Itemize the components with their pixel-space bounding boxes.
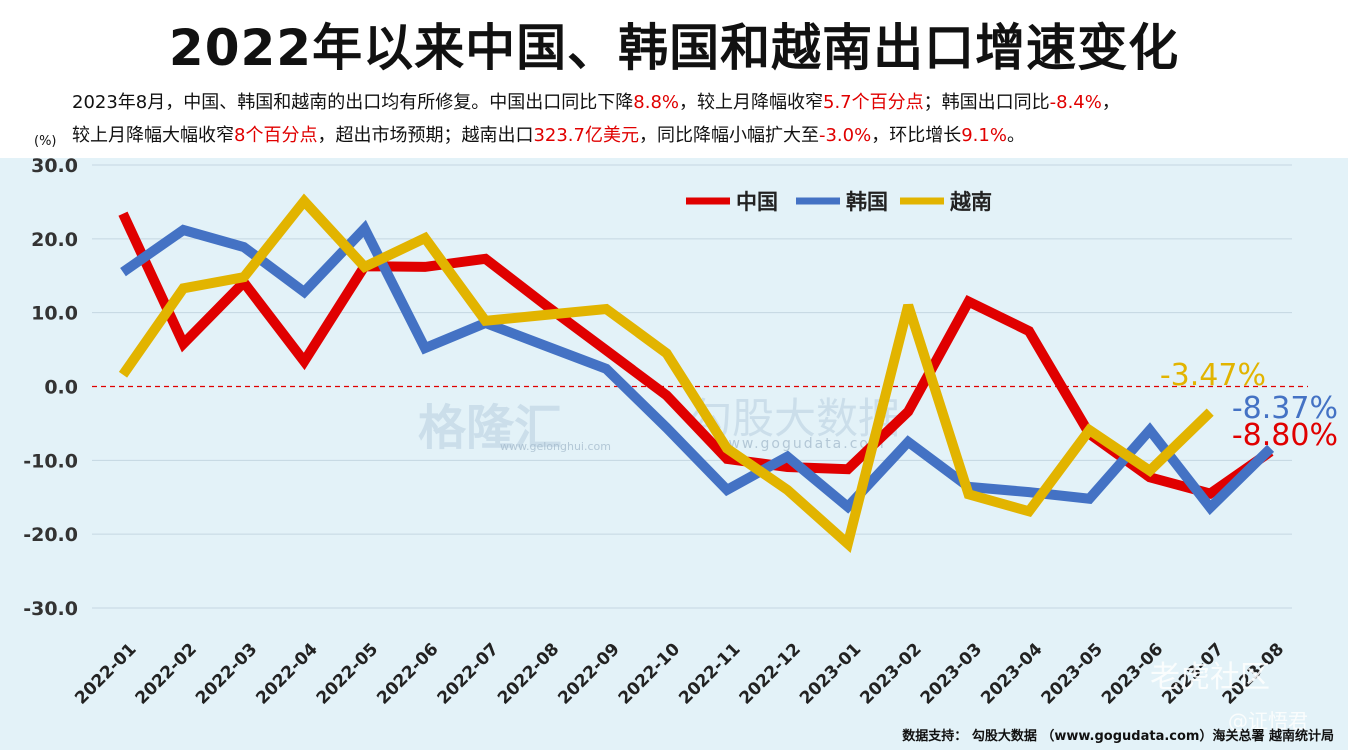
subtitle-run: ，超出市场预期；越南出口 xyxy=(317,125,534,146)
x-tick-label: 2022-01 xyxy=(71,639,140,708)
subtitle-run: ，较上月降幅收窄 xyxy=(679,92,823,113)
x-tick-label: 2022-12 xyxy=(736,639,805,708)
y-tick-label: 10.0 xyxy=(31,303,78,325)
subtitle-run: 9.1% xyxy=(961,125,1007,146)
y-tick-label: -10.0 xyxy=(23,450,78,472)
watermark-author: @证悟君 xyxy=(1228,709,1308,733)
subtitle-run: 323.7亿美元 xyxy=(533,125,639,146)
subtitle-run: ，环比增长 xyxy=(871,125,962,146)
x-tick-label: 2022-10 xyxy=(615,639,684,708)
subtitle-run: 较上月降幅大幅收窄 xyxy=(72,125,234,146)
watermark-gelonghui-url: www.gelonghui.com xyxy=(500,440,611,453)
subtitle-run: 8个百分点 xyxy=(234,125,318,146)
x-tick-label: 2022-05 xyxy=(313,639,382,708)
y-tick-label: -20.0 xyxy=(23,524,78,546)
end-value-label: -8.80% xyxy=(1232,418,1338,453)
subtitle-run: 。 xyxy=(1006,125,1025,146)
subtitle-line-2: 较上月降幅大幅收窄8个百分点，超出市场预期；越南出口323.7亿美元，同比降幅小… xyxy=(72,121,1025,147)
watermark-gogudata: 勾股大数据 xyxy=(690,394,901,443)
legend-label: 越南 xyxy=(949,190,992,214)
subtitle-run: 5.7个百分点 xyxy=(823,92,924,113)
x-tick-label: 2022-03 xyxy=(192,639,261,708)
watermark-gelonghui: 格隆汇 xyxy=(418,400,563,456)
subtitle-run: ， xyxy=(1101,92,1120,113)
end-value-label: -8.37% xyxy=(1232,391,1338,426)
chart-title: 2022年以来中国、韩国和越南出口增速变化 xyxy=(168,19,1180,77)
x-tick-label: 2022-07 xyxy=(434,639,503,708)
x-tick-label: 2023-04 xyxy=(977,639,1046,708)
x-tick-label: 2023-01 xyxy=(796,639,865,708)
y-tick-label: 0.0 xyxy=(44,377,78,399)
legend-label: 中国 xyxy=(736,190,778,214)
x-tick-label: 2022-09 xyxy=(554,639,623,708)
series-line-越南 xyxy=(118,193,1214,554)
x-tick-label: 2022-04 xyxy=(252,639,321,708)
subtitle-run: ；韩国出口同比 xyxy=(923,92,1050,113)
header: 2022年以来中国、韩国和越南出口增速变化 2023年8月，中国、韩国和越南的出… xyxy=(0,0,1348,160)
legend-label: 韩国 xyxy=(846,190,888,214)
watermark-gogudata-url: www.gogudata.com xyxy=(715,436,886,452)
subtitle-run: ，同比降幅小幅扩大至 xyxy=(638,125,819,146)
x-tick-label: 2022-08 xyxy=(494,639,563,708)
subtitle-run: -8.4% xyxy=(1049,92,1102,113)
y-axis-unit-label: (%) xyxy=(34,134,57,149)
x-tick-label: 2023-02 xyxy=(856,639,925,708)
x-tick-label: 2023-03 xyxy=(917,639,986,708)
y-tick-label: 20.0 xyxy=(31,229,78,251)
x-tick-label: 2022-02 xyxy=(132,639,201,708)
series-line-韩国 xyxy=(120,219,1275,516)
series-line-中国 xyxy=(118,211,1274,500)
subtitle-run: 8.8% xyxy=(633,92,679,113)
x-tick-label: 2023-05 xyxy=(1038,639,1107,708)
subtitle-line-1: 2023年8月，中国、韩国和越南的出口均有所修复。中国出口同比下降8.8%，较上… xyxy=(72,88,1120,114)
subtitle-run: -3.0% xyxy=(818,125,872,146)
x-tick-label: 2022-11 xyxy=(675,639,744,708)
watermark-tiger-community: 老虎社区 xyxy=(1150,660,1270,695)
source-note: 数据支持： 勾股大数据 （www.gogudata.com）海关总署 越南统计局 xyxy=(902,729,1334,744)
subtitle-run: 2023年8月，中国、韩国和越南的出口均有所修复。中国出口同比下降 xyxy=(72,92,634,113)
y-tick-label: -30.0 xyxy=(23,598,78,620)
end-value-label: -3.47% xyxy=(1160,358,1266,393)
x-tick-label: 2022-06 xyxy=(373,639,442,708)
y-tick-label: 30.0 xyxy=(31,155,78,177)
